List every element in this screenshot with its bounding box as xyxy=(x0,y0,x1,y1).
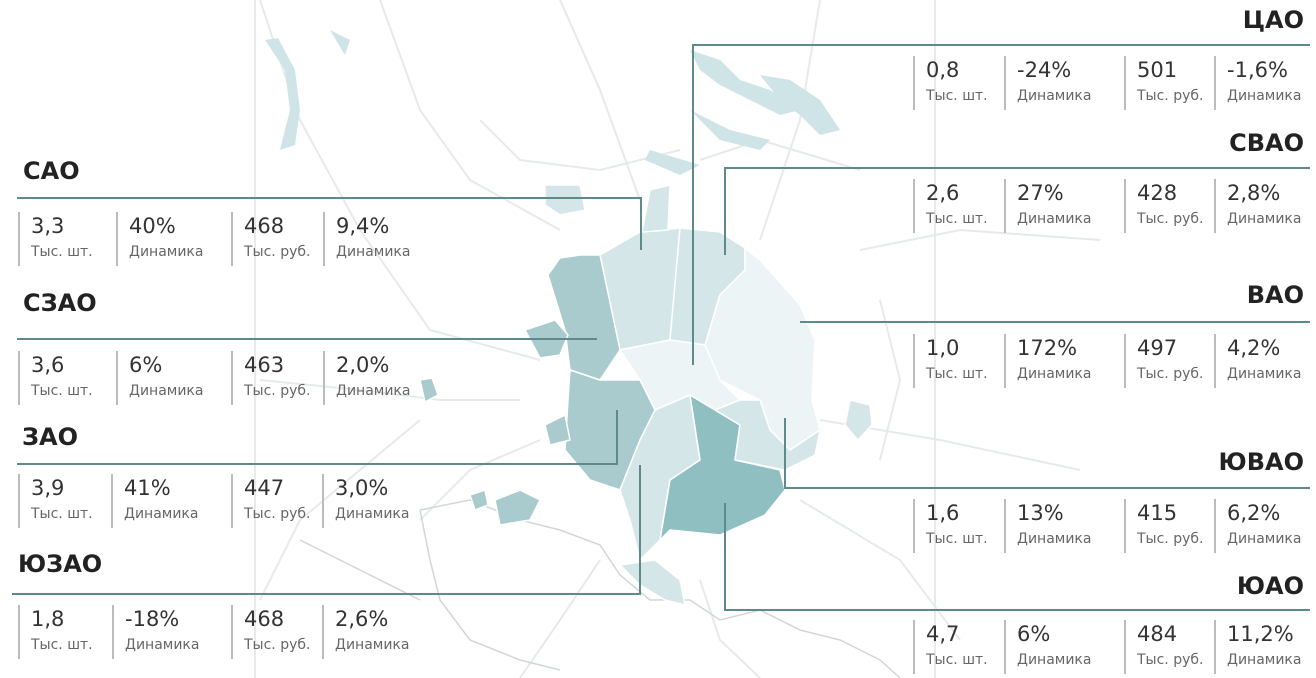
leader-line-yuao xyxy=(724,503,1310,611)
stat-price-dynamics: 4,2% Динамика xyxy=(1214,334,1301,388)
stat-price-dynamics: 3,0% Динамика xyxy=(322,474,409,528)
district-label-yuvao: ЮВАО xyxy=(1218,448,1304,476)
district-shape-north-extra xyxy=(641,184,671,233)
stat-count: 3,3 Тыс. шт. xyxy=(18,212,93,266)
stat-price-dynamics: 11,2% Динамика xyxy=(1214,620,1301,674)
leader-line-yuzao xyxy=(12,465,641,595)
stat-dynamics: 41% Динамика xyxy=(111,474,198,528)
leader-line-zao xyxy=(17,410,618,465)
stat-price-dynamics: 2,0% Динамика xyxy=(323,351,410,405)
stat-count: 1,0 Тыс. шт. xyxy=(913,334,988,388)
district-label-cao: ЦАО xyxy=(1242,6,1304,34)
stat-price-dynamics: 2,8% Динамика xyxy=(1214,179,1301,233)
stat-price: 497 Тыс. руб. xyxy=(1124,334,1203,388)
stat-dynamics: 40% Динамика xyxy=(116,212,203,266)
district-shape-west-extra-3 xyxy=(494,489,541,526)
stat-count: 1,8 Тыс. шт. xyxy=(18,605,93,659)
stat-dynamics: -24% Динамика xyxy=(1004,56,1091,110)
stat-price: 428 Тыс. руб. xyxy=(1124,179,1203,233)
district-label-szao: СЗАО xyxy=(23,289,97,317)
stat-count: 3,9 Тыс. шт. xyxy=(18,474,93,528)
district-label-yuao: ЮАО xyxy=(1236,572,1304,600)
stat-count: 1,6 Тыс. шт. xyxy=(913,499,988,553)
district-label-svao: СВАО xyxy=(1229,129,1304,157)
stat-price: 468 Тыс. руб. xyxy=(231,212,310,266)
stat-dynamics: -18% Динамика xyxy=(112,605,199,659)
stat-price-dynamics: -1,6% Динамика xyxy=(1214,56,1301,110)
stat-count: 4,7 Тыс. шт. xyxy=(913,620,988,674)
leader-lines xyxy=(12,44,1310,611)
district-label-zao: ЗАО xyxy=(22,423,79,451)
district-label-yuzao: ЮЗАО xyxy=(18,550,103,578)
leader-line-svao xyxy=(724,167,1310,255)
stat-dynamics: 13% Динамика xyxy=(1004,499,1091,553)
district-label-vao: ВАО xyxy=(1246,281,1304,309)
stat-dynamics: 6% Динамика xyxy=(1004,620,1091,674)
stat-price: 463 Тыс. руб. xyxy=(231,351,310,405)
stat-count: 3,6 Тыс. шт. xyxy=(18,351,93,405)
district-shape-zelenograd xyxy=(544,184,586,216)
district-shape-east-extra xyxy=(844,399,873,441)
district-shape-west-extra-2 xyxy=(544,414,571,446)
stat-price-dynamics: 9,4% Динамика xyxy=(323,212,410,266)
stat-price-dynamics: 2,6% Динамика xyxy=(322,605,409,659)
district-label-sao: САО xyxy=(23,157,80,185)
leader-line-cao xyxy=(692,44,1310,365)
stat-count: 2,6 Тыс. шт. xyxy=(913,179,988,233)
leader-line-sao xyxy=(17,197,642,250)
stat-dynamics: 6% Динамика xyxy=(116,351,203,405)
stat-price-dynamics: 6,2% Динамика xyxy=(1214,499,1301,553)
stat-price: 415 Тыс. руб. xyxy=(1124,499,1203,553)
stat-price: 468 Тыс. руб. xyxy=(231,605,310,659)
stat-count: 0,8 Тыс. шт. xyxy=(913,56,988,110)
districts-layer xyxy=(419,184,873,606)
stat-price: 501 Тыс. руб. xyxy=(1124,56,1203,110)
stat-price: 447 Тыс. руб. xyxy=(231,474,310,528)
leader-line-yuvao xyxy=(784,418,1310,489)
district-shape-west-extra-4 xyxy=(469,489,489,511)
district-shape-yuvao xyxy=(714,399,821,471)
stat-dynamics: 172% Динамика xyxy=(1004,334,1091,388)
water-layer xyxy=(265,30,840,175)
district-shape-szao xyxy=(547,254,621,381)
district-shape-west-extra-5 xyxy=(419,377,439,403)
stat-price: 484 Тыс. руб. xyxy=(1124,620,1203,674)
stat-dynamics: 27% Динамика xyxy=(1004,179,1091,233)
